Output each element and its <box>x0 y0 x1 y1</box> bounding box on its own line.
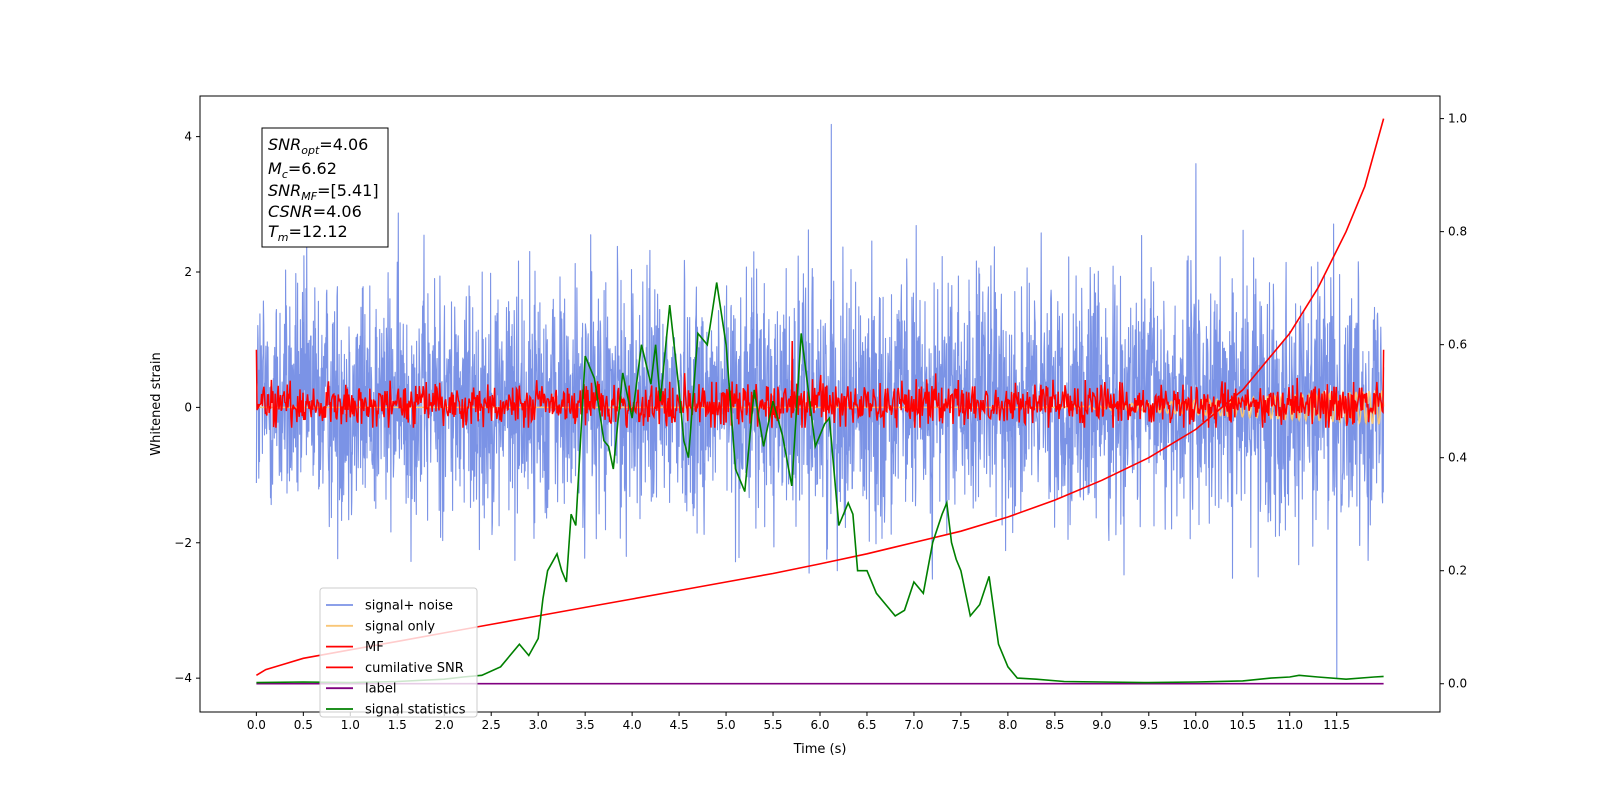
annotation-line: SNRMF=[5.41] <box>268 181 379 203</box>
series-line-mf <box>255 340 1385 428</box>
x-tick-label: 11.5 <box>1323 718 1350 732</box>
y-tick-label: 4 <box>184 130 192 144</box>
y2-tick-label: 1.0 <box>1448 112 1467 126</box>
x-tick-label: 6.5 <box>857 718 876 732</box>
x-tick-label: 4.5 <box>670 718 689 732</box>
annotation-line: CSNR=4.06 <box>268 202 362 221</box>
y2-tick-label: 0.0 <box>1448 677 1467 691</box>
legend-label: signal+ noise <box>365 599 453 614</box>
x-tick-label: 4.0 <box>623 718 642 732</box>
axis-layer: 0.0 0.5 1.0 1.5 2.0 2.5 3.0 3.5 4.0 4.5 5.0 5.5 6.0 6… <box>174 112 1467 732</box>
x-tick-label: 8.5 <box>1045 718 1064 732</box>
y2-tick-label: 0.8 <box>1448 225 1467 239</box>
y2-tick-label: 0.4 <box>1448 451 1467 465</box>
legend: signal+ noise signal only MF cumilative SNR… <box>319 587 478 718</box>
x-tick-label: 3.0 <box>529 718 548 732</box>
annotation-frame <box>261 127 389 248</box>
legend-frame <box>319 587 478 718</box>
x-tick-label: 3.5 <box>576 718 595 732</box>
x-tick-label: 6.0 <box>810 718 829 732</box>
x-tick-label: 1.5 <box>388 718 407 732</box>
x-tick-label: 0.0 <box>247 718 266 732</box>
x-tick-label: 7.0 <box>904 718 923 732</box>
x-tick-label: 7.5 <box>951 718 970 732</box>
y2-tick-label: 0.2 <box>1448 564 1467 578</box>
x-tick-label: 9.0 <box>1092 718 1111 732</box>
annotation-line: Tm=12.12 <box>268 222 348 244</box>
y2-tick-label: 0.6 <box>1448 338 1467 352</box>
x-tick-label: 9.5 <box>1139 718 1158 732</box>
legend-label: signal statistics <box>365 703 466 718</box>
legend-label: cumilative SNR <box>365 661 464 676</box>
x-tick-label: 2.0 <box>435 718 454 732</box>
y-tick-label: −2 <box>174 536 192 550</box>
annotation-box: SNRopt=4.06 Mc=6.62 SNRMF=[5.41] CSNR=4.… <box>261 127 389 248</box>
y-tick-label: −4 <box>174 671 192 685</box>
series-line-signal-statistics <box>256 282 1384 684</box>
series-line-signal-noise <box>255 123 1385 679</box>
y-tick-label: 2 <box>184 265 192 279</box>
x-tick-label: 5.5 <box>763 718 782 732</box>
x-tick-label: 2.5 <box>482 718 501 732</box>
annotation-line: SNRopt=4.06 <box>268 135 368 157</box>
annotation-line: Mc=6.62 <box>268 159 337 181</box>
x-tick-label: 5.0 <box>717 718 736 732</box>
x-tick-label: 10.0 <box>1182 718 1209 732</box>
y-axis-label: Whitened strain <box>149 352 164 455</box>
legend-label: signal only <box>365 619 435 634</box>
legend-label: MF <box>365 640 384 655</box>
x-tick-label: 8.0 <box>998 718 1017 732</box>
x-tick-label: 1.0 <box>341 718 360 732</box>
y-tick-label: 0 <box>184 400 192 414</box>
x-tick-label: 0.5 <box>294 718 313 732</box>
legend-label: label <box>365 682 396 697</box>
x-tick-label: 11.0 <box>1276 718 1303 732</box>
x-axis-label: Time (s) <box>793 742 847 757</box>
x-tick-label: 10.5 <box>1229 718 1256 732</box>
